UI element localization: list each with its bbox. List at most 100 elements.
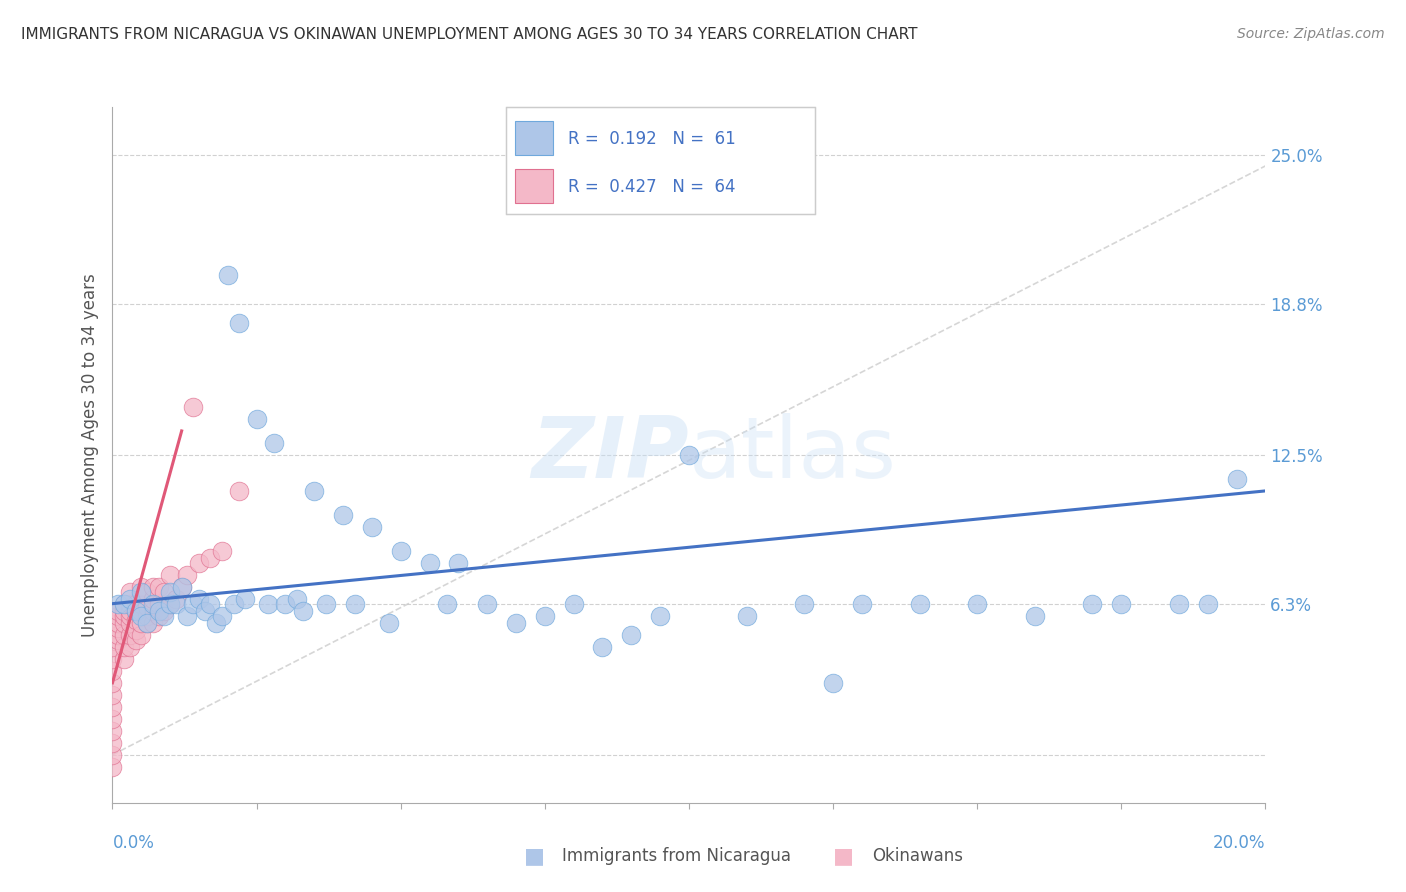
Point: [304, 483, 326, 498]
Point: [222, 597, 245, 611]
Point: [101, 760, 124, 774]
Point: [228, 483, 250, 498]
Point: [124, 614, 146, 628]
Point: [118, 615, 141, 630]
Text: Immigrants from Nicaragua: Immigrants from Nicaragua: [562, 847, 792, 865]
Point: [136, 584, 159, 599]
Point: [170, 580, 193, 594]
Point: [101, 723, 124, 738]
Point: [378, 615, 401, 630]
Point: [165, 597, 187, 611]
Point: [200, 597, 222, 611]
Point: [291, 604, 314, 618]
Point: [112, 604, 135, 618]
Point: [735, 608, 758, 623]
Point: [129, 615, 153, 630]
Point: [142, 615, 165, 630]
Point: [112, 608, 135, 623]
Point: [188, 591, 211, 606]
Point: [107, 597, 129, 611]
Point: [142, 597, 165, 611]
Point: [118, 604, 141, 618]
Point: [176, 567, 198, 582]
Point: [101, 664, 124, 678]
Point: [533, 608, 555, 623]
Point: [966, 597, 988, 611]
Point: [389, 544, 412, 558]
Point: [124, 604, 146, 618]
Text: R =  0.427   N =  64: R = 0.427 N = 64: [568, 178, 735, 196]
Point: [129, 604, 153, 618]
Point: [1167, 597, 1189, 611]
Y-axis label: Unemployment Among Ages 30 to 34 years: Unemployment Among Ages 30 to 34 years: [80, 273, 98, 637]
Point: [124, 623, 146, 637]
Point: [101, 640, 124, 654]
Point: [648, 608, 672, 623]
Point: [136, 615, 159, 630]
Point: [129, 597, 153, 611]
Point: [159, 584, 181, 599]
Point: [112, 597, 135, 611]
Point: [148, 580, 170, 594]
Point: [101, 747, 124, 762]
Point: [107, 632, 129, 647]
Point: [118, 591, 141, 606]
Point: [142, 580, 165, 594]
Point: [360, 520, 382, 534]
Point: [1024, 608, 1046, 623]
Point: [148, 608, 170, 623]
Point: [153, 584, 176, 599]
Point: [165, 591, 187, 606]
Point: [101, 712, 124, 726]
Point: [112, 640, 135, 654]
Text: Okinawans: Okinawans: [872, 847, 963, 865]
Point: [101, 688, 124, 702]
Point: [257, 597, 280, 611]
Point: [112, 628, 135, 642]
Text: atlas: atlas: [689, 413, 897, 497]
Point: [124, 597, 146, 611]
Text: Source: ZipAtlas.com: Source: ZipAtlas.com: [1237, 27, 1385, 41]
Point: [107, 615, 129, 630]
Point: [129, 628, 153, 642]
Point: [181, 400, 204, 414]
Point: [851, 597, 873, 611]
Point: [124, 632, 146, 647]
Point: [101, 736, 124, 750]
Point: [211, 608, 233, 623]
Point: [170, 580, 193, 594]
Point: [332, 508, 354, 522]
Point: [112, 615, 135, 630]
Point: [562, 597, 585, 611]
Point: [205, 615, 228, 630]
Text: 20.0%: 20.0%: [1213, 834, 1265, 852]
Point: [419, 556, 441, 570]
Point: [678, 448, 700, 462]
Point: [153, 608, 176, 623]
Point: [112, 597, 135, 611]
Point: [118, 608, 141, 623]
FancyBboxPatch shape: [516, 121, 553, 155]
Point: [129, 584, 153, 599]
Point: [793, 597, 815, 611]
Point: [908, 597, 931, 611]
Point: [124, 604, 146, 618]
Point: [505, 615, 527, 630]
Point: [233, 591, 256, 606]
Point: [107, 621, 129, 635]
Point: [118, 584, 141, 599]
Text: IMMIGRANTS FROM NICARAGUA VS OKINAWAN UNEMPLOYMENT AMONG AGES 30 TO 34 YEARS COR: IMMIGRANTS FROM NICARAGUA VS OKINAWAN UN…: [21, 27, 918, 42]
Point: [620, 628, 643, 642]
Point: [194, 604, 217, 618]
Point: [153, 604, 176, 618]
Point: [217, 268, 239, 282]
Point: [343, 597, 366, 611]
Point: [136, 608, 159, 623]
Point: [263, 436, 285, 450]
Point: [1226, 472, 1249, 486]
Text: 0.0%: 0.0%: [112, 834, 155, 852]
Point: [821, 676, 844, 690]
Point: [142, 591, 165, 606]
Point: [1197, 597, 1219, 611]
Text: ■: ■: [524, 847, 544, 866]
